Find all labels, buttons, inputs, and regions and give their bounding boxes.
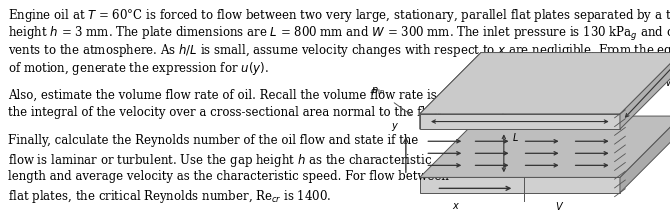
Polygon shape bbox=[419, 114, 620, 129]
Text: flat plates, the critical Reynolds number, Re$_{cr}$ is 1400.: flat plates, the critical Reynolds numbe… bbox=[8, 188, 332, 205]
Polygon shape bbox=[620, 53, 670, 129]
Text: height $h$ = 3 mm. The plate dimensions are $L$ = 800 mm and $W$ = 300 mm. The i: height $h$ = 3 mm. The plate dimensions … bbox=[8, 25, 670, 42]
Text: Also, estimate the volume flow rate of oil. Recall the volume flow rate is: Also, estimate the volume flow rate of o… bbox=[8, 88, 437, 101]
Polygon shape bbox=[419, 177, 620, 193]
Polygon shape bbox=[419, 53, 481, 129]
Text: $L$: $L$ bbox=[513, 131, 519, 143]
Text: flow is laminar or turbulent. Use the gap height $h$ as the characteristic: flow is laminar or turbulent. Use the ga… bbox=[8, 152, 432, 169]
Polygon shape bbox=[620, 116, 670, 193]
Text: vents to the atmosphere. As $h/L$ is small, assume velocity changes with respect: vents to the atmosphere. As $h/L$ is sma… bbox=[8, 42, 670, 60]
Text: of motion, generate the expression for $u(y)$.: of motion, generate the expression for $… bbox=[8, 60, 269, 78]
Text: $V$: $V$ bbox=[555, 200, 565, 212]
Polygon shape bbox=[419, 116, 670, 177]
Text: $x$: $x$ bbox=[452, 201, 460, 211]
Text: $y$: $y$ bbox=[391, 122, 399, 133]
Text: $W$: $W$ bbox=[665, 76, 670, 88]
Text: Engine oil at $T$ = 60°C is forced to flow between two very large, stationary, p: Engine oil at $T$ = 60°C is forced to fl… bbox=[8, 7, 670, 24]
Text: Finally, calculate the Reynolds number of the oil flow and state if the: Finally, calculate the Reynolds number o… bbox=[8, 134, 418, 147]
Text: length and average velocity as the characteristic speed. For flow between: length and average velocity as the chara… bbox=[8, 170, 449, 183]
Text: $h$: $h$ bbox=[500, 110, 508, 122]
Polygon shape bbox=[419, 53, 670, 114]
Text: $p_{\mathrm{in}}$: $p_{\mathrm{in}}$ bbox=[371, 85, 385, 97]
Text: the integral of the velocity over a cross-sectional area normal to the flow.: the integral of the velocity over a cros… bbox=[8, 106, 445, 119]
